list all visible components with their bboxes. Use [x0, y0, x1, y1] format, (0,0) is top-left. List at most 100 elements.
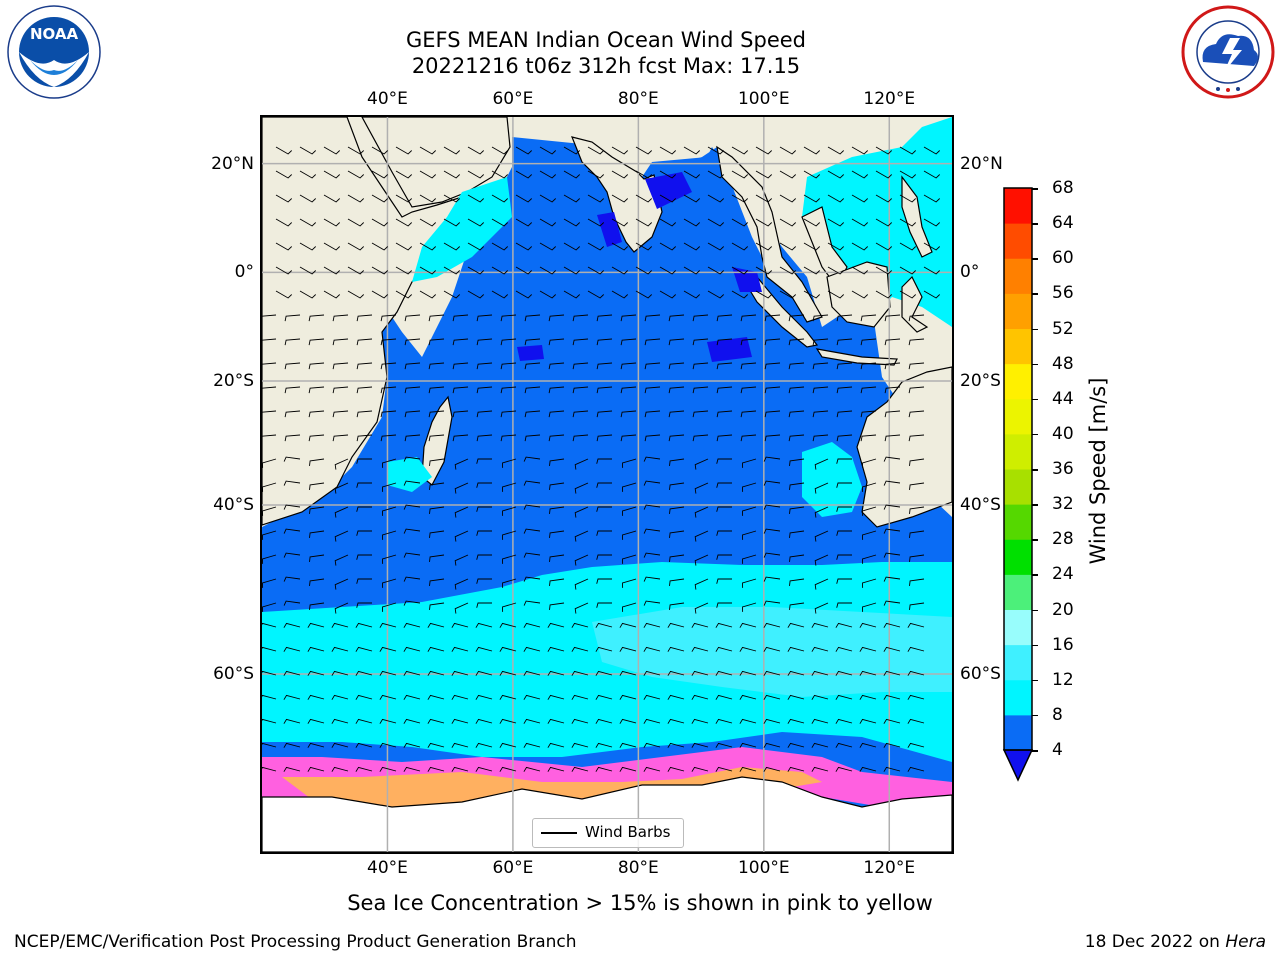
wind-barb	[523, 742, 541, 748]
wind-barb	[691, 718, 709, 724]
legend-line-icon	[541, 832, 577, 834]
wind-barb	[308, 410, 325, 418]
wind-barb	[763, 528, 781, 534]
wind-barb	[587, 146, 605, 155]
wind-barb	[307, 694, 325, 700]
wind-barb	[635, 170, 653, 179]
wind-barb	[563, 242, 581, 251]
wind-barb	[707, 170, 725, 179]
wind-barb	[779, 266, 797, 275]
wind-barb	[644, 434, 661, 442]
wind-barb	[707, 290, 725, 299]
wind-barb	[667, 766, 685, 772]
x-tick-bottom: 60°E	[492, 858, 534, 878]
wind-barb	[379, 670, 397, 676]
wind-barb	[523, 694, 541, 700]
wind-barb	[883, 718, 901, 724]
wind-barb	[716, 554, 732, 560]
wind-barb	[334, 458, 349, 470]
wind-barb	[715, 766, 733, 772]
wind-barb	[467, 194, 485, 203]
wind-barb	[643, 742, 661, 748]
wind-barb	[404, 314, 421, 322]
wind-barb	[622, 554, 637, 564]
wind-barb	[427, 646, 445, 652]
wind-barb	[812, 434, 829, 442]
wind-barb	[622, 602, 637, 612]
wind-barb	[859, 670, 877, 676]
wind-barb	[862, 506, 877, 516]
wind-barb	[883, 552, 901, 558]
wind-barb	[923, 170, 941, 179]
wind-barb	[262, 314, 277, 319]
wind-barb	[476, 386, 493, 394]
wind-barb	[669, 482, 685, 490]
y-tick-left: 20°N	[211, 153, 254, 174]
wind-barb	[659, 218, 677, 227]
wind-barb	[275, 170, 293, 179]
wind-barb	[683, 266, 701, 275]
wind-barb	[635, 218, 653, 227]
wind-barb	[283, 622, 301, 628]
wind-barb	[763, 456, 781, 462]
wind-barb	[476, 554, 492, 560]
wind-barb	[851, 290, 869, 299]
wind-barb	[476, 482, 492, 488]
wind-barb	[668, 314, 685, 322]
wind-barb	[875, 266, 893, 275]
wind-barb	[347, 170, 365, 179]
wind-barb	[331, 670, 349, 676]
wind-barb	[451, 670, 469, 676]
wind-barb	[563, 290, 581, 299]
wind-barb	[812, 386, 829, 394]
wind-barb	[356, 386, 373, 394]
wind-barb	[899, 194, 917, 203]
wind-barb	[596, 602, 612, 608]
wind-barb	[382, 578, 397, 588]
wind-barb	[403, 528, 421, 534]
wind-barb	[262, 578, 277, 588]
wind-barb	[262, 742, 277, 748]
wind-barb	[491, 146, 509, 155]
wind-barb	[742, 506, 757, 516]
sulawesi	[901, 275, 929, 333]
wind-barb	[443, 218, 461, 227]
wind-barb	[491, 170, 509, 179]
wind-barb	[419, 218, 437, 227]
wind-barb	[755, 266, 773, 275]
wind-barb	[883, 670, 901, 676]
wind-barb	[395, 170, 413, 179]
wind-barb	[451, 622, 469, 628]
wind-barb	[827, 218, 845, 227]
wind-barb	[667, 670, 685, 676]
wind-barb	[851, 266, 869, 275]
wind-barb	[923, 146, 941, 155]
wind-barb	[692, 386, 709, 394]
wind-barb	[742, 554, 757, 564]
wind-barb	[284, 338, 301, 346]
wind-barb	[403, 766, 421, 772]
wind-barb	[454, 482, 469, 494]
colorbar-segment	[1004, 679, 1032, 716]
wind-barbs-legend: Wind Barbs	[532, 818, 684, 848]
wind-barb	[691, 622, 709, 628]
colorbar-segment	[1004, 363, 1032, 400]
y-tick-right: 20°S	[960, 371, 1001, 392]
wind-barb	[549, 530, 565, 538]
wind-barb	[803, 194, 821, 203]
wind-barb	[862, 458, 877, 468]
x-tick-top: 40°E	[367, 89, 408, 109]
wind-barb	[284, 410, 301, 418]
wind-barb	[596, 554, 612, 560]
wind-barb	[643, 504, 661, 510]
wind-barb	[299, 242, 317, 251]
wind-barb	[356, 458, 372, 464]
wind-barb	[332, 410, 349, 418]
wind-barb	[309, 554, 325, 562]
wind-barb	[860, 314, 877, 322]
wind-barb	[403, 504, 421, 510]
wind-barb	[596, 362, 613, 370]
wind-barb	[379, 694, 397, 700]
wind-barb	[371, 194, 389, 203]
wind-barb	[707, 242, 725, 251]
